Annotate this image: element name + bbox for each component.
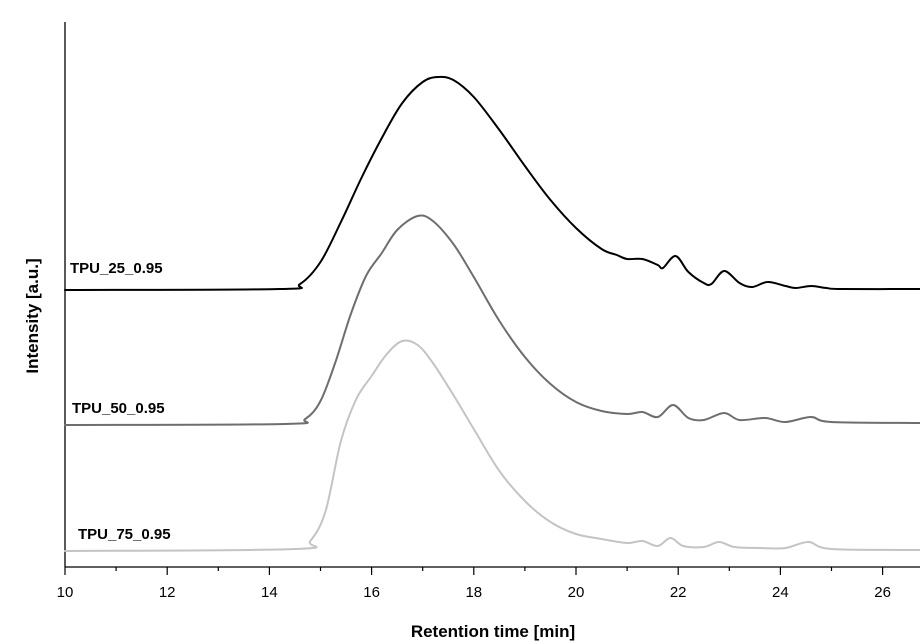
y-axis-title: Intensity [a.u.] <box>23 258 42 373</box>
series-label-1: TPU_25_0.95 <box>70 260 163 277</box>
series-line-1 <box>64 75 920 291</box>
x-axis-title: Retention time [min] <box>411 622 575 641</box>
series-line-2 <box>64 214 920 426</box>
series-lines <box>64 75 920 552</box>
series-labels: TPU_25_0.95 TPU_50_0.95 TPU_75_0.95 <box>70 260 171 543</box>
x-tick-label: 10 <box>57 584 74 601</box>
x-tick-label: 14 <box>261 584 278 601</box>
x-tick-label: 24 <box>772 584 789 601</box>
x-tick-label: 18 <box>465 584 482 601</box>
x-ticks <box>64 567 884 575</box>
x-tick-label: 20 <box>568 584 585 601</box>
axes <box>64 22 920 568</box>
x-tick-label: 22 <box>670 584 687 601</box>
series-line-3 <box>64 339 920 552</box>
x-tick-label: 26 <box>874 584 891 601</box>
x-tick-labels: 10 12 14 16 18 20 22 24 26 <box>57 584 891 601</box>
series-label-3: TPU_75_0.95 <box>78 526 171 543</box>
x-tick-label: 16 <box>363 584 380 601</box>
series-label-2: TPU_50_0.95 <box>72 400 165 417</box>
x-tick-label: 12 <box>159 584 176 601</box>
